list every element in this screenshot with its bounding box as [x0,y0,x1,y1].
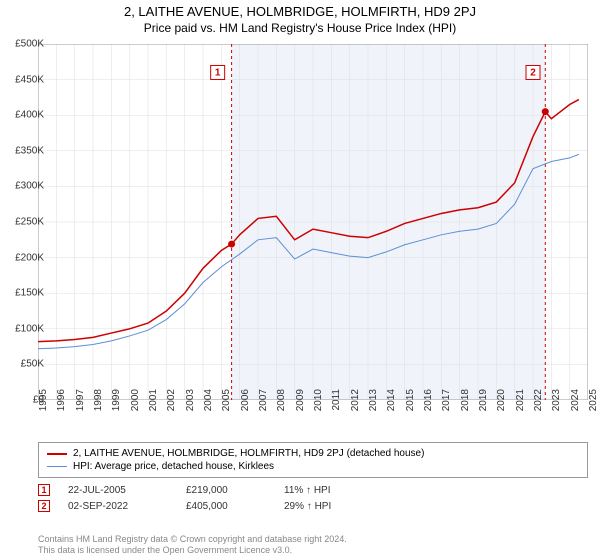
y-tick-label: £50K [4,359,44,370]
x-tick-label: 2008 [276,389,287,419]
x-tick-label: 1996 [56,389,67,419]
x-tick-label: 2022 [533,389,544,419]
x-tick-label: 2018 [460,389,471,419]
x-tick-label: 2019 [478,389,489,419]
svg-text:2: 2 [530,67,536,78]
x-tick-label: 2003 [185,389,196,419]
x-tick-label: 2025 [588,389,599,419]
sale-date: 22-JUL-2005 [68,485,168,496]
x-tick-label: 1999 [111,389,122,419]
table-row: 1 22-JUL-2005 £219,000 11% ↑ HPI [38,482,588,498]
x-tick-label: 2011 [331,389,342,419]
legend-label: HPI: Average price, detached house, Kirk… [73,461,274,472]
y-tick-label: £400K [4,110,44,121]
x-tick-label: 1998 [93,389,104,419]
legend-label: 2, LAITHE AVENUE, HOLMBRIDGE, HOLMFIRTH,… [73,448,424,459]
y-tick-label: £250K [4,217,44,228]
y-tick-label: £350K [4,145,44,156]
x-tick-label: 2001 [148,389,159,419]
legend-swatch-hpi [47,466,67,467]
sale-marker-icon: 2 [38,500,50,512]
x-tick-label: 2010 [313,389,324,419]
legend-row: HPI: Average price, detached house, Kirk… [47,460,579,473]
sale-pct: 29% ↑ HPI [284,501,374,512]
x-tick-label: 1997 [75,389,86,419]
table-row: 2 02-SEP-2022 £405,000 29% ↑ HPI [38,498,588,514]
x-tick-label: 2013 [368,389,379,419]
chart-svg: 12 [38,44,588,400]
x-tick-label: 2015 [405,389,416,419]
legend-row: 2, LAITHE AVENUE, HOLMBRIDGE, HOLMFIRTH,… [47,447,579,460]
x-tick-label: 2024 [570,389,581,419]
y-tick-label: £200K [4,252,44,263]
sale-price: £219,000 [186,485,266,496]
x-tick-label: 2005 [221,389,232,419]
legend: 2, LAITHE AVENUE, HOLMBRIDGE, HOLMFIRTH,… [38,442,588,478]
x-tick-label: 2021 [515,389,526,419]
x-tick-label: 2023 [551,389,562,419]
legend-swatch-property [47,453,67,455]
sale-date: 02-SEP-2022 [68,501,168,512]
x-tick-label: 2016 [423,389,434,419]
x-tick-label: 2020 [496,389,507,419]
x-tick-label: 2012 [350,389,361,419]
x-tick-label: 1995 [38,389,49,419]
x-tick-label: 2014 [386,389,397,419]
x-tick-label: 2004 [203,389,214,419]
sale-marker-icon: 1 [38,484,50,496]
sale-price: £405,000 [186,501,266,512]
chart-container: 2, LAITHE AVENUE, HOLMBRIDGE, HOLMFIRTH,… [0,0,600,560]
chart-subtitle: Price paid vs. HM Land Registry's House … [0,19,600,39]
chart-title: 2, LAITHE AVENUE, HOLMBRIDGE, HOLMFIRTH,… [0,0,600,19]
x-tick-label: 2007 [258,389,269,419]
sale-pct: 11% ↑ HPI [284,485,374,496]
attribution-line: This data is licensed under the Open Gov… [38,545,588,556]
x-tick-label: 2006 [240,389,251,419]
y-tick-label: £150K [4,288,44,299]
y-tick-label: £100K [4,323,44,334]
svg-text:1: 1 [215,67,221,78]
x-tick-label: 2017 [441,389,452,419]
sales-table: 1 22-JUL-2005 £219,000 11% ↑ HPI 2 02-SE… [38,482,588,514]
y-tick-label: £450K [4,74,44,85]
attribution-line: Contains HM Land Registry data © Crown c… [38,534,588,545]
x-tick-label: 2009 [295,389,306,419]
x-tick-label: 2000 [130,389,141,419]
y-tick-label: £500K [4,39,44,50]
attribution: Contains HM Land Registry data © Crown c… [38,534,588,556]
plot-area: 12 [38,44,588,400]
x-tick-label: 2002 [166,389,177,419]
y-tick-label: £300K [4,181,44,192]
